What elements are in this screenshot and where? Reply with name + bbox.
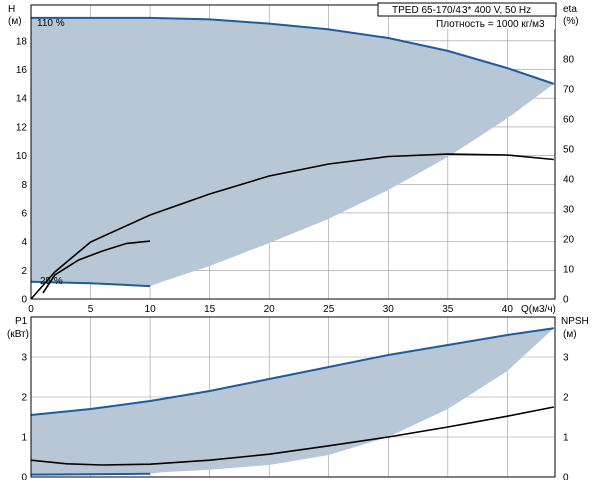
y-right-tick-label: 40	[563, 175, 575, 186]
y-right-unit-npsh: (м)	[563, 329, 577, 340]
y-right-label-eta: eta	[563, 4, 577, 15]
y-left-tick-label: 4	[21, 237, 27, 248]
y-right-tick-label: 70	[563, 85, 575, 96]
series-line-efficiency-max	[30, 153, 554, 300]
y-right-tick-label: 3	[563, 353, 569, 364]
density-label-bg	[433, 17, 555, 29]
y-left-unit-power: (кВт)	[7, 329, 29, 340]
y-right-tick-label: 10	[563, 265, 575, 276]
y-right-unit-eta: (%)	[563, 16, 579, 27]
operating-envelope	[31, 328, 554, 475]
head-efficiency-panel: 0 2 4 6 8 10 12 14 16 18 0 10 20 30 40 50 60 70 80 0 5 10 15 20…	[16, 4, 575, 315]
y-left-tick-label: 8	[21, 180, 27, 191]
y-left-unit-head: (м)	[8, 16, 22, 27]
annotation-25: 25 %	[40, 276, 63, 287]
x-tick-label: 25	[323, 304, 335, 315]
y-left-tick-label: 3	[21, 353, 27, 364]
y-left-tick-label: 12	[16, 122, 28, 133]
x-tick-label: 15	[204, 304, 216, 315]
y-left-tick-label: 10	[16, 151, 28, 162]
y-left-label-power: P1	[15, 316, 28, 327]
series-line-power-max	[30, 327, 554, 416]
plot-frame	[30, 4, 556, 300]
y-right-tick-label: 50	[563, 145, 575, 156]
x-axis-label: Q(м3/ч)	[521, 304, 556, 315]
series-line-power-min	[30, 472, 151, 476]
y-left-tick-label: 2	[21, 266, 27, 277]
y-right-tick-label: 0	[563, 473, 569, 481]
y-left-tick-label: 1	[21, 433, 27, 444]
y-right-tick-label: 1	[563, 433, 569, 444]
y-left-tick-label: 2	[21, 393, 27, 404]
series-line-efficiency-min	[42, 240, 151, 294]
y-left-tick-label: 6	[21, 208, 27, 219]
annotation-110: 110 %	[37, 18, 65, 29]
x-tick-label: 35	[442, 304, 454, 315]
y-right-tick-label: 20	[563, 235, 575, 246]
header-box	[377, 2, 557, 17]
y-left-tick-label: 14	[16, 94, 28, 105]
y-left-tick-label: 0	[21, 295, 27, 306]
x-tick-label: 40	[502, 304, 514, 315]
density-label: Плотность = 1000 кг/м3	[436, 19, 545, 30]
y-left-tick-label: 0	[21, 473, 27, 481]
y-right-tick-label: 2	[563, 393, 569, 404]
plot-frame	[30, 316, 556, 478]
series-line-head-max	[31, 16, 555, 85]
pump-model-label: TPED 65-170/4	[392, 5, 461, 16]
supply-label: 3* 400 V, 50 Hz	[462, 5, 531, 16]
y-right-label-npsh: NPSH	[561, 316, 589, 327]
y-left-label-head: H	[8, 4, 15, 15]
y-right-tick-label: 80	[563, 55, 575, 66]
series-line-npsh	[30, 406, 554, 466]
y-right-tick-label: 30	[563, 205, 575, 216]
y-right-tick-label: 0	[563, 295, 569, 306]
x-tick-label: 20	[264, 304, 276, 315]
x-tick-label: 30	[383, 304, 395, 315]
x-tick-label: 5	[88, 304, 94, 315]
power-npsh-panel: 0 1 2 3 0 1 2 3	[21, 316, 569, 484]
x-tick-label: 10	[145, 304, 157, 315]
operating-envelope	[31, 17, 554, 287]
y-left-tick-label: 16	[16, 65, 28, 76]
y-left-tick-label: 18	[16, 36, 28, 47]
y-right-tick-label: 60	[563, 115, 575, 126]
x-tick-label: 0	[28, 304, 34, 315]
